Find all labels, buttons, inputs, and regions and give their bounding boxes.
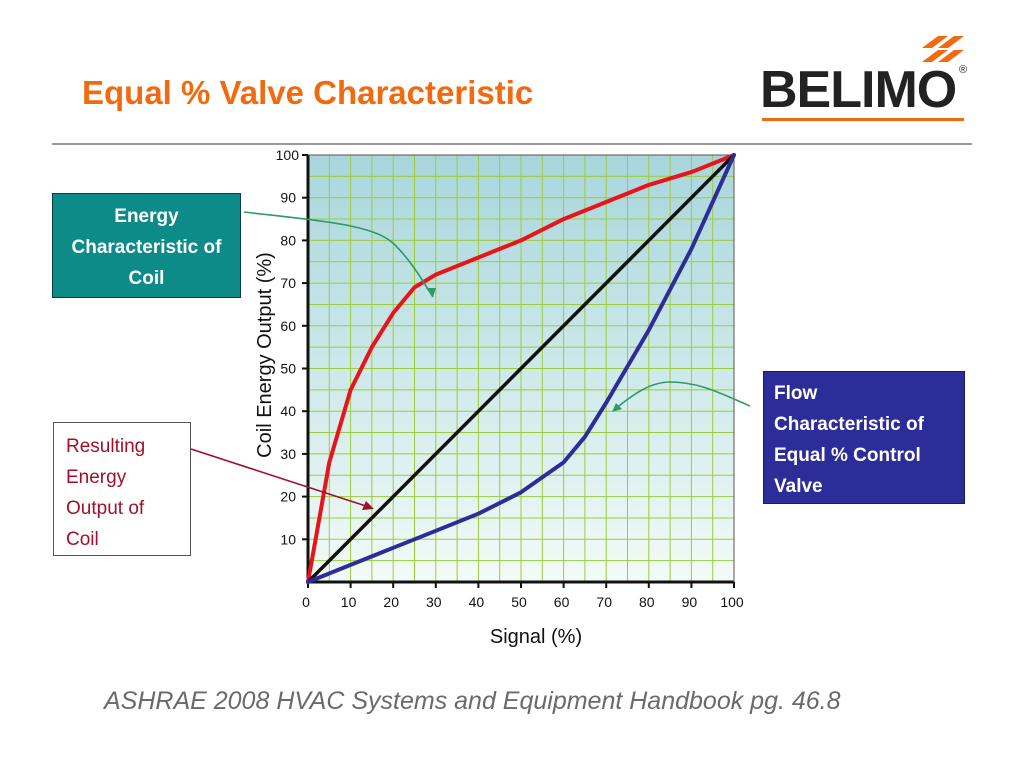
series-line	[306, 153, 736, 584]
header-rule	[52, 143, 972, 145]
y-tick-label: 70	[280, 275, 296, 291]
x-tick-label: 20	[383, 594, 399, 610]
callout-line: Equal % Control	[774, 445, 921, 466]
logo-stripe	[938, 36, 964, 48]
x-tick-label: 40	[469, 594, 485, 610]
flow-characteristic-callout: Flow Characteristic of Equal % Control V…	[763, 371, 965, 504]
y-tick-label: 60	[280, 318, 296, 334]
callout-line: Energy	[66, 467, 127, 488]
y-tick-label: 90	[280, 190, 296, 206]
logo-underline	[762, 118, 964, 121]
logo-text: BELIMO	[760, 61, 957, 119]
series-layer	[306, 153, 736, 584]
result-pointer-head	[362, 501, 374, 510]
callout-line: Output of	[66, 498, 145, 519]
x-tick-label: 0	[302, 594, 310, 610]
y-tick-label: 100	[276, 147, 300, 163]
callout-line: Resulting	[66, 436, 146, 457]
x-tick-label: 10	[341, 594, 357, 610]
x-tick-label: 30	[426, 594, 442, 610]
logo-stripe	[922, 36, 948, 48]
x-tick-label: 70	[596, 594, 612, 610]
flow-pointer	[613, 381, 751, 411]
registered-mark: ®	[959, 64, 968, 76]
y-axis-label: Coil Energy Output (%)	[254, 252, 276, 458]
y-tick-label: 30	[280, 446, 296, 462]
axes	[302, 154, 735, 588]
source-citation: ASHRAE 2008 HVAC Systems and Equipment H…	[104, 687, 841, 715]
y-tick-label: 80	[280, 232, 296, 248]
callout-line: Energy	[114, 206, 179, 227]
x-tick-label: 80	[639, 594, 655, 610]
slide-title: Equal % Valve Characteristic	[82, 74, 534, 111]
y-tick-label: 40	[280, 403, 296, 419]
callout-line: Flow	[774, 383, 818, 404]
x-tick-label: 60	[554, 594, 570, 610]
resulting-output-callout: Resulting Energy Output of Coil	[53, 422, 191, 556]
energy-characteristic-callout: Energy Characteristic of Coil	[52, 193, 241, 298]
callout-line: Characteristic of	[71, 237, 222, 258]
logo-stripes-icon	[922, 36, 964, 62]
x-tick-label: 90	[682, 594, 698, 610]
y-tick-label: 50	[280, 361, 296, 377]
energy-pointer-head	[426, 288, 436, 297]
callout-line: Characteristic of	[774, 414, 924, 435]
tick-labels: 0 10 20 30 40 50 60 70 80 90 100 10 20 30 40 50 60 70 80 90…	[276, 147, 744, 610]
series-line	[306, 153, 736, 584]
x-tick-label: 50	[511, 594, 527, 610]
callout-line: Valve	[774, 476, 823, 497]
result-pointer	[190, 448, 373, 509]
energy-pointer	[243, 211, 434, 298]
logo-stripe	[938, 50, 964, 62]
callout-line: Coil	[128, 268, 165, 289]
belimo-logo: BELIMO ®	[760, 34, 970, 126]
flow-pointer-head	[612, 403, 622, 412]
callout-pointers	[190, 211, 751, 510]
series-line	[306, 153, 736, 584]
callout-line: Coil	[66, 529, 99, 550]
x-tick-label: 100	[720, 594, 744, 610]
grid	[308, 155, 734, 582]
x-axis-label: Signal (%)	[490, 626, 582, 648]
y-tick-label: 20	[280, 489, 296, 505]
logo-stripe	[922, 50, 948, 62]
y-tick-label: 10	[280, 531, 296, 547]
